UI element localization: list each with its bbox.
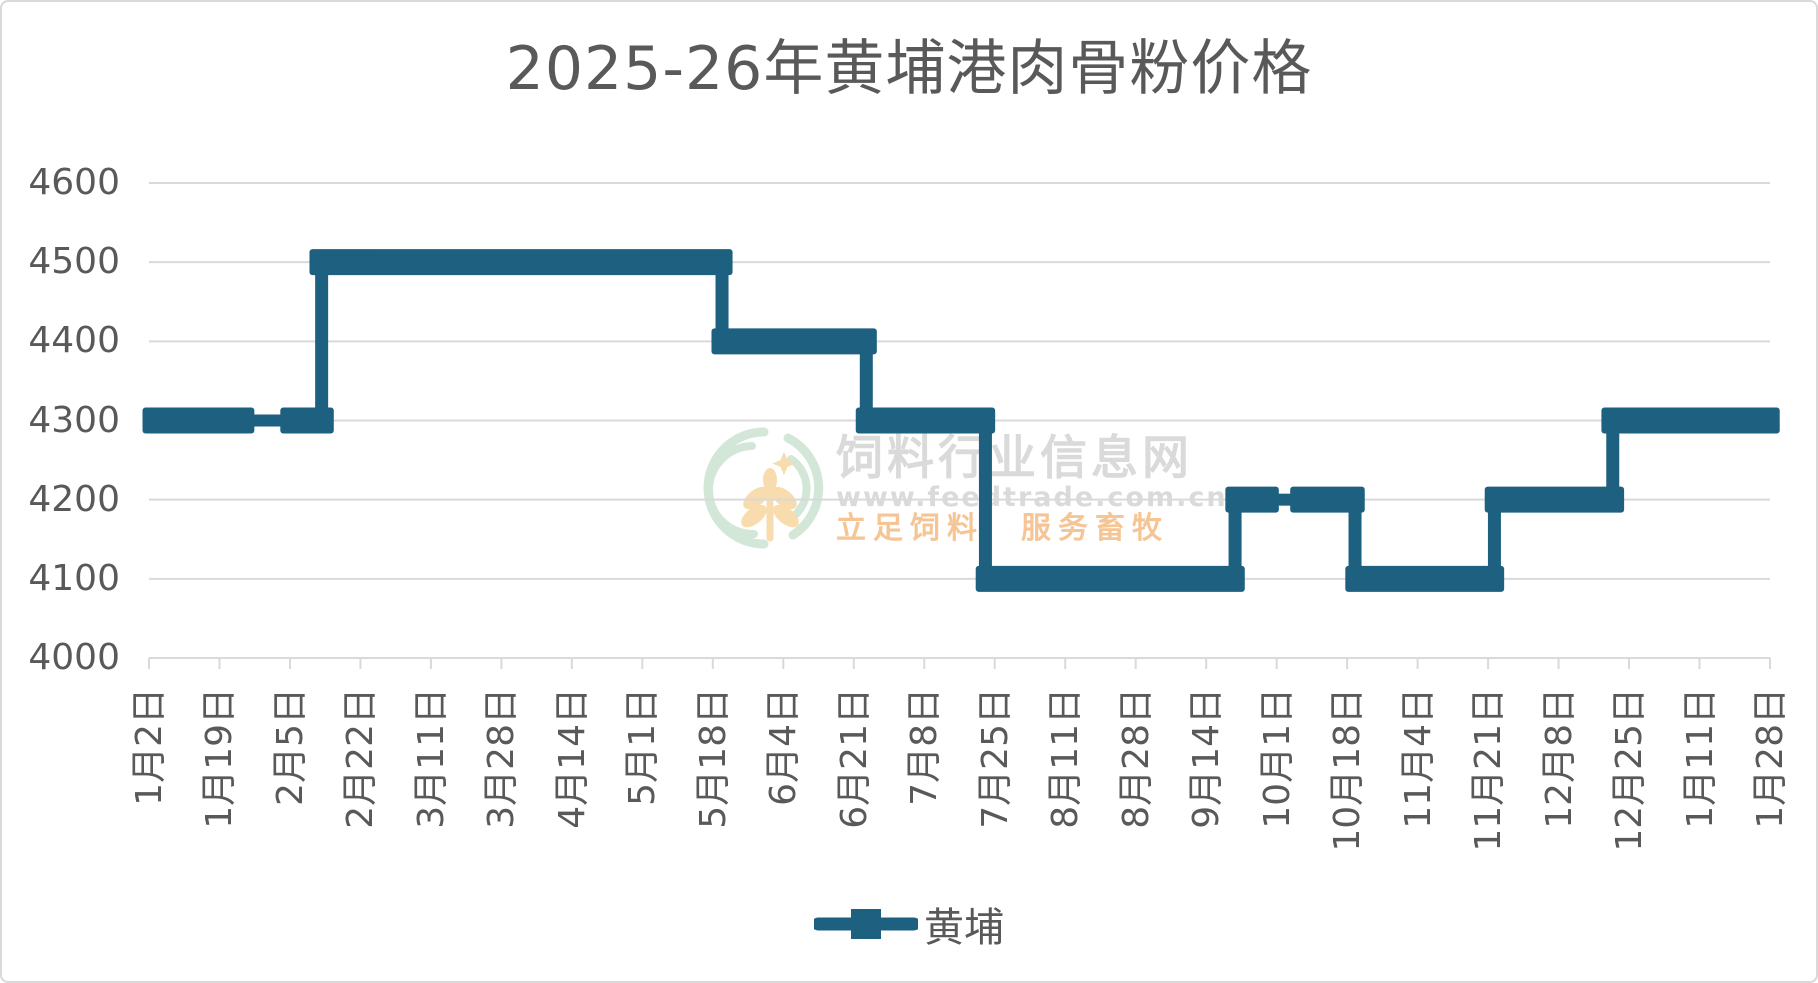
series-connector <box>1487 499 1501 579</box>
series-segment <box>855 407 996 434</box>
logo-wheat-leaf <box>771 486 797 510</box>
series-line <box>252 414 283 427</box>
series-segment <box>711 328 877 355</box>
logo-sparkle-icon <box>772 452 796 475</box>
chart-title: 2025-26年黄埔港肉骨粉价格 <box>505 34 1313 104</box>
logo-arc-outer-right <box>783 433 824 540</box>
series-segment <box>309 249 733 276</box>
watermark: 饲料行业信息网 www.feedtrade.com.cn 立足饲料 服务畜牧 <box>694 422 1228 557</box>
legend-marker-icon <box>814 909 918 939</box>
series-connector <box>1606 420 1620 500</box>
logo-wheat-leaf <box>741 504 767 528</box>
series-connector <box>978 420 992 579</box>
series-segment <box>1290 486 1365 513</box>
series-segment <box>1225 486 1279 513</box>
series-segment <box>975 565 1245 592</box>
legend: 黄埔 <box>814 895 1004 953</box>
series-connector <box>1228 499 1242 579</box>
series-segment <box>1601 407 1780 434</box>
series-connector <box>859 341 873 421</box>
watermark-slogan: 立足饲料 服务畜牧 <box>836 510 1169 546</box>
series-segment <box>1484 486 1625 513</box>
legend-square-marker <box>851 909 881 939</box>
watermark-site-url: www.feedtrade.com.cn <box>836 481 1228 513</box>
series-connector <box>715 262 729 342</box>
logo-wheat-leaf <box>773 504 799 528</box>
series-segment <box>1345 565 1505 592</box>
series-line <box>1276 493 1293 506</box>
logo-wheat-bud <box>763 468 777 492</box>
logo-arc-inner-left <box>705 442 758 539</box>
watermark-logo-icon <box>703 427 824 549</box>
logo-wheat-leaf <box>743 486 769 510</box>
series-connector <box>1348 499 1362 579</box>
series-connector <box>315 262 329 421</box>
logo-arc-inner-right <box>787 455 811 520</box>
legend-series-label: 黄埔 <box>924 905 1004 951</box>
watermark-site-name: 饲料行业信息网 <box>836 430 1193 486</box>
watermark-texts: 饲料行业信息网 www.feedtrade.com.cn 立足饲料 服务畜牧 <box>836 430 1228 546</box>
series-segment <box>142 407 255 434</box>
